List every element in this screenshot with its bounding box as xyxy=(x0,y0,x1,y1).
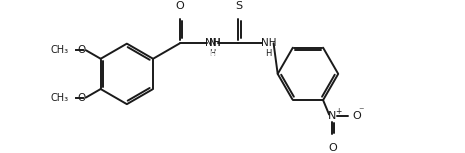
Text: H: H xyxy=(209,51,216,60)
Text: +: + xyxy=(335,107,341,116)
Text: O: O xyxy=(77,45,85,55)
Text: O: O xyxy=(77,93,85,103)
Text: NH: NH xyxy=(205,37,220,48)
Text: H: H xyxy=(210,49,216,58)
Text: H: H xyxy=(213,38,221,48)
Text: N: N xyxy=(328,111,337,121)
Text: N: N xyxy=(209,38,217,48)
Text: S: S xyxy=(235,1,242,11)
Text: O: O xyxy=(352,111,361,121)
Text: H: H xyxy=(265,49,272,58)
Text: CH₃: CH₃ xyxy=(50,93,68,103)
Text: O: O xyxy=(328,143,337,153)
Text: NH: NH xyxy=(260,37,276,48)
Text: ⁻: ⁻ xyxy=(359,107,364,117)
Text: O: O xyxy=(175,1,184,11)
Text: CH₃: CH₃ xyxy=(50,45,68,55)
